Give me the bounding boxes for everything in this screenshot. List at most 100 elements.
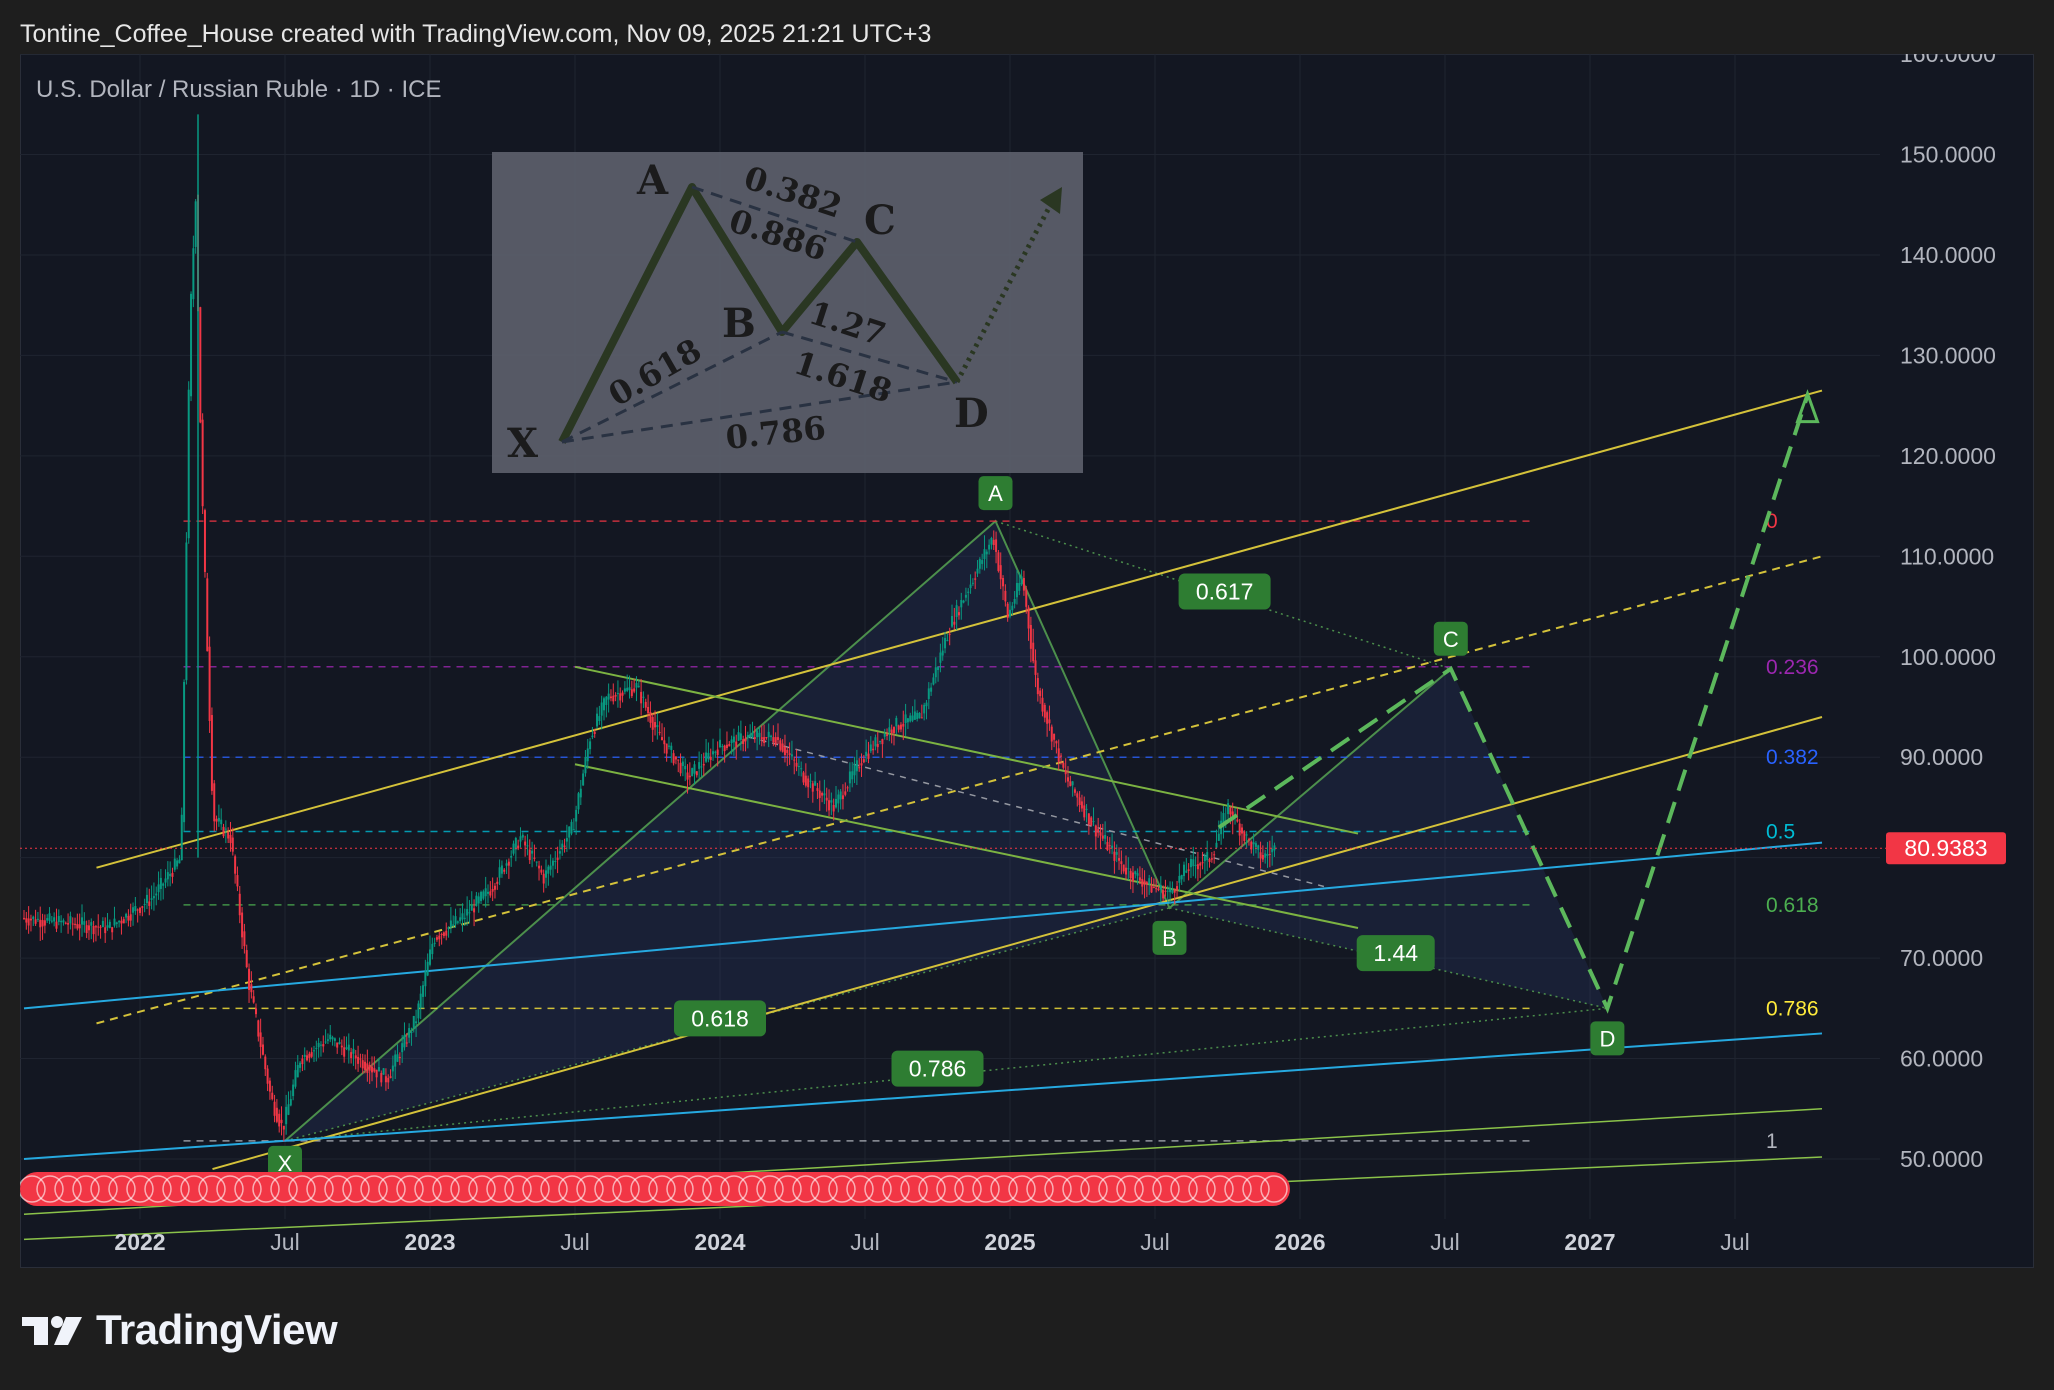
candle-body (605, 696, 608, 705)
candle-body (1041, 697, 1044, 712)
candle-body (132, 907, 135, 913)
candle-body (32, 916, 35, 919)
candle-body (893, 727, 895, 733)
event-marker-icon (900, 1175, 928, 1203)
candle-body (326, 1039, 329, 1041)
candle-body (354, 1055, 357, 1059)
candle-body (709, 756, 712, 761)
candle-body (503, 869, 506, 872)
candle-body (568, 826, 571, 838)
candle-body (765, 737, 768, 739)
fib-label: 1 (1766, 1130, 1778, 1153)
candle-body (1148, 878, 1151, 884)
candle-body (960, 599, 963, 608)
candle-body (607, 693, 610, 700)
candle-body (345, 1047, 348, 1049)
candle-body (243, 931, 246, 947)
candle-body (1229, 807, 1232, 815)
candle-body (521, 834, 524, 838)
candle-body (431, 943, 434, 955)
candle-body (101, 920, 104, 928)
event-marker-icon (720, 1175, 748, 1203)
events-bar (20, 1172, 1290, 1206)
candle-body (338, 1042, 341, 1045)
event-marker-icon (414, 1175, 442, 1203)
candle-body (971, 582, 974, 584)
candle-body (853, 764, 856, 776)
price-tick-clipped: 160.0000 (1900, 54, 1996, 67)
candle-body (823, 793, 826, 796)
fib-label: 0 (1766, 510, 1778, 533)
candle-body (23, 917, 25, 919)
candle-body (1108, 845, 1111, 847)
chart-header: Tontine_Coffee_House created with Tradin… (20, 20, 932, 48)
candle-body (1015, 582, 1018, 598)
candle-body (793, 759, 796, 761)
inset-point-d: D (954, 390, 989, 437)
event-marker-icon (954, 1175, 982, 1203)
candle-body (76, 924, 79, 929)
candle-body (858, 767, 861, 769)
candle-body (1243, 831, 1246, 841)
candle-body (1111, 845, 1114, 849)
event-marker-icon (522, 1175, 550, 1203)
candle-body (1032, 642, 1035, 662)
candle-body (992, 539, 995, 546)
candle-body (296, 1065, 299, 1078)
pattern-ratio-line (995, 520, 1452, 670)
candle-body (760, 737, 763, 740)
candle-body (695, 771, 698, 776)
fib-label: 0.618 (1766, 894, 1819, 917)
candle-body (816, 788, 819, 791)
candle-body (217, 817, 220, 822)
candle-body (575, 809, 578, 822)
candle-body (1046, 712, 1049, 724)
candle-body (1213, 854, 1216, 856)
candle-body (505, 863, 508, 866)
candle-body (27, 918, 30, 926)
candle-body (1247, 838, 1250, 840)
event-marker-icon (54, 1175, 82, 1203)
candle-body (807, 778, 810, 788)
candle-body (712, 751, 715, 755)
inset-ratio-0618: 0.618 (602, 331, 708, 414)
candle-body (538, 865, 541, 869)
event-marker-icon (792, 1175, 820, 1203)
event-marker-icon (144, 1175, 172, 1203)
candle-body (1022, 577, 1025, 591)
candle-body (533, 857, 536, 859)
candle-body (1183, 864, 1185, 877)
candle-body (1029, 625, 1032, 649)
candle-body (563, 845, 566, 847)
candle-body (1009, 609, 1011, 617)
candle-body (1189, 859, 1192, 868)
candle-body (1210, 858, 1213, 860)
candle-body (702, 764, 705, 766)
candle-body (268, 1080, 271, 1092)
candle-body (1171, 889, 1174, 893)
event-marker-icon (630, 1175, 658, 1203)
event-marker-icon (1026, 1175, 1054, 1203)
time-axis: 2022 Jul 2023 Jul 2024 Jul 2025 Jul 2026 Jul 2027 J… (114, 1229, 1749, 1255)
candle-body (626, 687, 629, 691)
candle-body (1006, 603, 1009, 618)
candle-body (1250, 841, 1253, 850)
candle-body (180, 814, 183, 861)
inset-ratio-127: 1.27 (805, 293, 891, 353)
price-chart[interactable]: 0 0.236 0.382 0.5 0.618 0.786 1 X A B C D 0.617 1.44… (20, 54, 2034, 1268)
time-tick: Jul (270, 1229, 299, 1255)
tradingview-logo[interactable]: TradingView (22, 1306, 338, 1354)
candle-body (911, 715, 914, 721)
candle-body (442, 932, 445, 936)
candle-body (839, 791, 842, 800)
candle-body (1178, 875, 1181, 883)
candle-body (85, 925, 88, 934)
candle-body (315, 1047, 318, 1049)
event-marker-icon (1152, 1175, 1180, 1203)
candle-body (869, 744, 872, 752)
candle-body (944, 637, 947, 649)
candle-body (874, 737, 877, 747)
candle-body (586, 748, 589, 762)
candle-body (331, 1037, 334, 1040)
candle-body (948, 633, 951, 635)
